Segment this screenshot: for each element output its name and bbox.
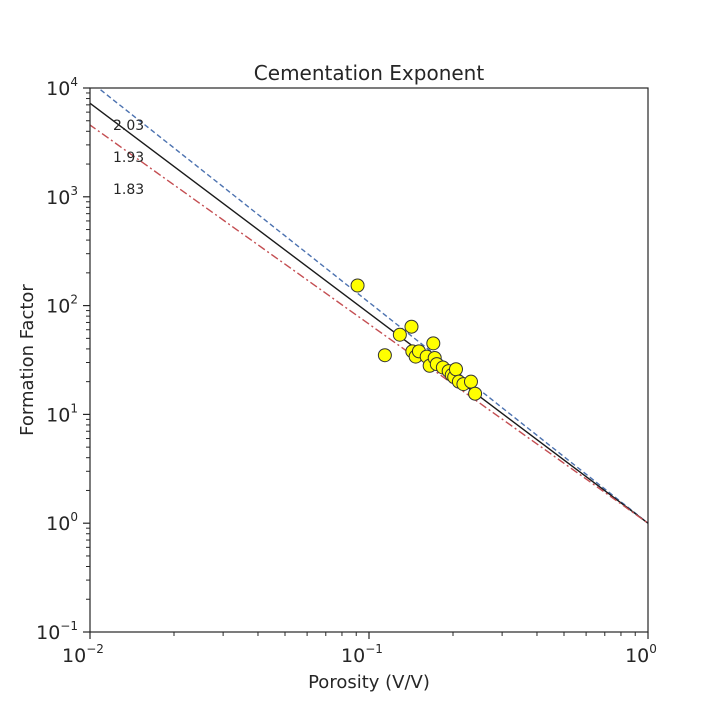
label-m-1-83: 1.83 [113, 182, 144, 198]
x-tick-label: 10−2 [62, 642, 104, 667]
points-layer [350, 278, 483, 401]
x-tick-label: 10−1 [341, 642, 383, 667]
y-tick-exponent: 0 [70, 510, 78, 524]
line-m-1-83 [90, 124, 648, 524]
label-m-1-93: 1.93 [113, 150, 144, 166]
y-tick-exponent: −1 [60, 619, 78, 633]
data-point [404, 319, 419, 334]
x-tick-exponent: −2 [86, 642, 104, 656]
y-tick-exponent: 3 [70, 184, 78, 198]
chart-title: Cementation Exponent [254, 61, 485, 85]
data-point [392, 327, 407, 342]
data-point [377, 348, 392, 363]
lines-layer [90, 88, 648, 524]
data-point [426, 336, 441, 351]
x-tick-exponent: −1 [365, 642, 383, 656]
data-point [350, 278, 365, 293]
line-m-1-93 [90, 102, 648, 524]
y-tick-exponent: 1 [70, 401, 78, 415]
label-m-2-03: 2.03 [113, 118, 144, 134]
plot-frame [89, 87, 649, 633]
line-m-2-03 [97, 88, 648, 524]
y-axis-label: Formation Factor [17, 284, 38, 436]
y-tick-label: 102 [46, 293, 78, 318]
y-tick-label: 104 [46, 75, 78, 100]
annotations-layer: 2.03 1.93 1.83 [113, 118, 144, 198]
y-tick-label: 101 [46, 401, 78, 426]
y-tick-exponent: 4 [70, 75, 78, 89]
y-tick-exponent: 2 [70, 293, 78, 307]
y-tick-label: 10−1 [36, 619, 78, 644]
x-ticks: 10−2 10−1 100 [62, 632, 657, 667]
data-point [448, 362, 463, 377]
y-tick-label: 100 [46, 510, 78, 535]
data-point [463, 374, 478, 389]
y-tick-label: 103 [46, 184, 78, 209]
x-tick-exponent: 0 [649, 642, 657, 656]
data-point [468, 386, 483, 401]
x-tick-label: 100 [625, 642, 657, 667]
x-axis-label: Porosity (V/V) [308, 672, 430, 693]
